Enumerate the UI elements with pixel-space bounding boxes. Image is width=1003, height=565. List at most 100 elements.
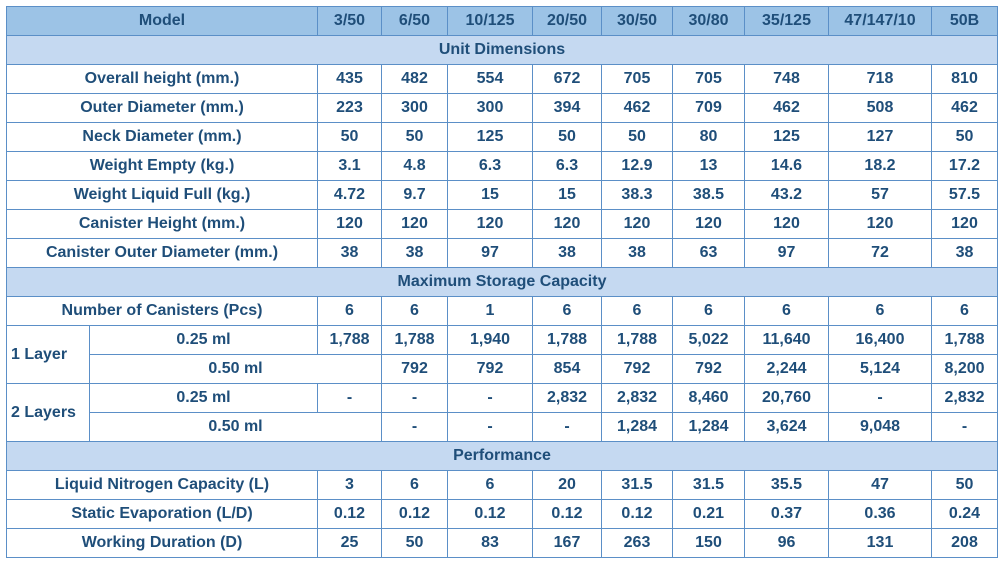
cell-value: - [931,412,998,442]
cell-value: 300 [447,93,533,123]
data-row: Weight Liquid Full (kg.) 4.72 9.7 15 15 38.3 3… [6,180,998,210]
cell-value: 0.36 [828,499,932,529]
cell-value: 14.6 [744,151,829,181]
spec-table-wrap: Model 3/50 6/50 10/125 20/50 30/50 30/80 35/125… [6,6,998,558]
cell-value: 38 [381,238,448,268]
row-label: 0.25 ml [89,383,318,413]
cell-value: 15 [447,180,533,210]
model-header: 50B [931,6,998,36]
cell-value: 748 [744,64,829,94]
cell-value: 80 [672,122,745,152]
cell-value: 394 [532,93,602,123]
row-label: Overall height (mm.) [6,64,318,94]
cell-value: 462 [744,93,829,123]
cell-value: 2,832 [532,383,602,413]
cell-value: 792 [672,354,745,384]
cell-value: 508 [828,93,932,123]
data-row: Static Evaporation (L/D) 0.12 0.12 0.12 0.12… [6,499,998,529]
cell-value: 16,400 [828,325,932,355]
cell-value: 120 [672,209,745,239]
cell-value: 8,200 [931,354,998,384]
section-row: Unit Dimensions [6,35,998,65]
cell-value: 5,124 [828,354,932,384]
cell-value: 38 [931,238,998,268]
cell-value: 672 [532,64,602,94]
cell-value: 482 [381,64,448,94]
data-row: Overall height (mm.) 435 482 554 672 705 705 74… [6,64,998,94]
cell-value: 43.2 [744,180,829,210]
cell-value: 263 [601,528,673,558]
cell-value: 50 [381,528,448,558]
data-row: 2 Layers 0.25 ml - - -2,832 2,832 8,460 20,760-… [6,383,998,442]
cell-value: 2,832 [601,383,673,413]
model-header: 6/50 [381,6,448,36]
cell-value: 854 [532,354,602,384]
cell-value: 167 [532,528,602,558]
cell-value: 5,022 [672,325,745,355]
cell-value: 300 [381,93,448,123]
cell-value: 83 [447,528,533,558]
cell-value: 1,284 [672,412,745,442]
cell-value: 1,788 [532,325,602,355]
cell-value: - [447,383,533,413]
cell-value: 97 [744,238,829,268]
section-title: Performance [6,441,998,471]
row-label: Weight Empty (kg.) [6,151,318,181]
cell-value: 3.1 [317,151,382,181]
row-label: Neck Diameter (mm.) [6,122,318,152]
cell-value: 705 [601,64,673,94]
section-title: Unit Dimensions [6,35,998,65]
cell-value: 3 [317,470,382,500]
cell-value: - [447,412,533,442]
cell-value: 2,832 [931,383,998,413]
cell-value: 9.7 [381,180,448,210]
cell-value: - [381,383,448,413]
row-label: Canister Height (mm.) [6,209,318,239]
cell-value: 792 [601,354,673,384]
cell-value: 38.3 [601,180,673,210]
cell-value: 6 [447,470,533,500]
cell-value: 63 [672,238,745,268]
cell-value: 6 [672,296,745,326]
cell-value: 11,640 [744,325,829,355]
row-label: Static Evaporation (L/D) [6,499,318,529]
row-label: 0.50 ml [89,354,382,384]
cell-value: 72 [828,238,932,268]
cell-value: 6 [381,470,448,500]
cell-value: 38 [532,238,602,268]
cell-value: 0.12 [447,499,533,529]
cell-value: 6 [931,296,998,326]
cell-value: 125 [447,122,533,152]
cell-value: 208 [931,528,998,558]
cell-value: 20 [532,470,602,500]
model-header: 10/125 [447,6,533,36]
data-row: 1 Layer 0.25 ml 1,788 1,788 1,940 1,788 1,788 5… [6,325,998,384]
cell-value: 1 [447,296,533,326]
model-header: 20/50 [532,6,602,36]
cell-value: 50 [601,122,673,152]
cell-value: 127 [828,122,932,152]
cell-value: 50 [931,470,998,500]
cell-value: 35.5 [744,470,829,500]
model-header: 47/147/10 [828,6,932,36]
cell-value: 1,940 [447,325,533,355]
cell-value: 6 [532,296,602,326]
cell-value: 17.2 [931,151,998,181]
cell-value: 50 [381,122,448,152]
cell-value: 20,760 [744,383,829,413]
cell-value: 125 [744,122,829,152]
cell-value: 31.5 [601,470,673,500]
model-header: 35/125 [744,6,829,36]
model-header: 3/50 [317,6,382,36]
header-label: Model [6,6,318,36]
cell-value: 462 [931,93,998,123]
row-label: Liquid Nitrogen Capacity (L) [6,470,318,500]
row-label: Number of Canisters (Pcs) [6,296,318,326]
cell-value: 57 [828,180,932,210]
section-title: Maximum Storage Capacity [6,267,998,297]
cell-value: 792 [381,354,448,384]
data-row: Neck Diameter (mm.) 50 50 125 50 50 80 125 127 50 [6,122,998,152]
cell-value: 50 [317,122,382,152]
